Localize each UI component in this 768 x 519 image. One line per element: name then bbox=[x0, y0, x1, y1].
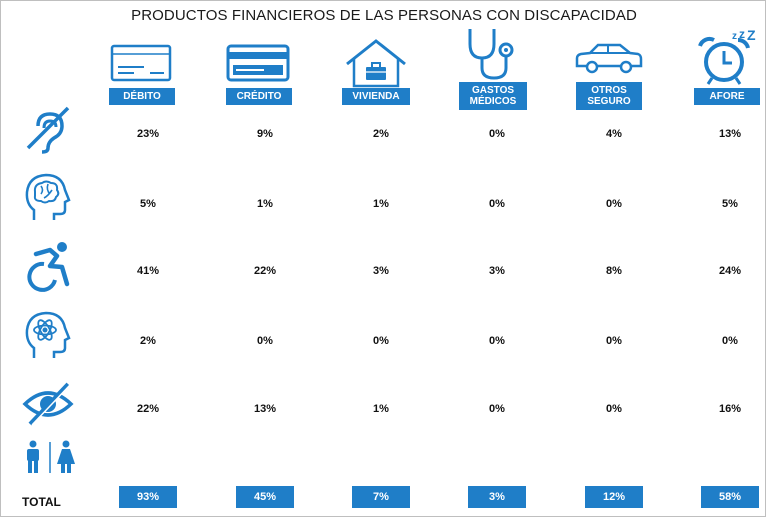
brain-head-icon bbox=[22, 172, 74, 224]
column-label-vivienda: VIVIENDA bbox=[342, 88, 410, 105]
alarm-clock-icon: z z Z bbox=[694, 28, 758, 86]
car-icon bbox=[574, 42, 644, 76]
hearing-disability-icon bbox=[22, 104, 74, 156]
value-cell: 1% bbox=[373, 403, 389, 415]
credit-card-icon bbox=[226, 44, 290, 84]
house-icon bbox=[344, 38, 408, 88]
value-cell: 0% bbox=[489, 198, 505, 210]
total-label: TOTAL bbox=[22, 495, 61, 509]
svg-text:z: z bbox=[732, 31, 737, 42]
value-cell: 16% bbox=[718, 403, 742, 415]
atom-head-icon bbox=[22, 310, 74, 362]
value-cell: 2% bbox=[373, 128, 389, 140]
column-label-gastos-medicos: GASTOS MÉDICOS bbox=[459, 82, 527, 110]
total-cell: 3% bbox=[468, 486, 526, 508]
value-cell: 23% bbox=[136, 128, 160, 140]
svg-text:Z: Z bbox=[747, 28, 756, 43]
total-cell: 93% bbox=[119, 486, 177, 508]
value-cell: 2% bbox=[140, 335, 156, 347]
value-cell: 3% bbox=[489, 265, 505, 277]
total-cell: 45% bbox=[236, 486, 294, 508]
value-cell: 0% bbox=[489, 128, 505, 140]
column-label-afore: AFORE bbox=[694, 88, 760, 105]
value-cell: 3% bbox=[373, 265, 389, 277]
wheelchair-icon bbox=[22, 240, 74, 292]
value-cell: 1% bbox=[257, 198, 273, 210]
value-cell: 24% bbox=[718, 265, 742, 277]
restroom-people-icon bbox=[22, 440, 75, 474]
value-cell: 0% bbox=[257, 335, 273, 347]
value-cell: 1% bbox=[373, 198, 389, 210]
value-cell: 0% bbox=[606, 335, 622, 347]
debit-card-icon bbox=[110, 44, 172, 84]
value-cell: 13% bbox=[253, 403, 277, 415]
value-cell: 0% bbox=[373, 335, 389, 347]
value-cell: 0% bbox=[722, 335, 738, 347]
column-label-debito: DÉBITO bbox=[109, 88, 175, 105]
stethoscope-icon bbox=[464, 26, 522, 82]
value-cell: 13% bbox=[718, 128, 742, 140]
value-cell: 5% bbox=[722, 198, 738, 210]
value-cell: 22% bbox=[136, 403, 160, 415]
value-cell: 0% bbox=[606, 198, 622, 210]
column-label-credito: CRÉDITO bbox=[226, 88, 292, 105]
total-cell: 7% bbox=[352, 486, 410, 508]
visual-disability-icon bbox=[22, 378, 74, 430]
value-cell: 0% bbox=[489, 335, 505, 347]
value-cell: 0% bbox=[606, 403, 622, 415]
chart-title: PRODUCTOS FINANCIEROS DE LAS PERSONAS CO… bbox=[131, 7, 637, 24]
value-cell: 22% bbox=[253, 265, 277, 277]
svg-text:z: z bbox=[739, 28, 745, 41]
value-cell: 41% bbox=[136, 265, 160, 277]
value-cell: 0% bbox=[489, 403, 505, 415]
total-cell: 58% bbox=[701, 486, 759, 508]
value-cell: 9% bbox=[257, 128, 273, 140]
value-cell: 5% bbox=[140, 198, 156, 210]
value-cell: 4% bbox=[606, 128, 622, 140]
total-cell: 12% bbox=[585, 486, 643, 508]
column-label-otros-seguro: OTROS SEGURO bbox=[576, 82, 642, 110]
value-cell: 8% bbox=[606, 265, 622, 277]
